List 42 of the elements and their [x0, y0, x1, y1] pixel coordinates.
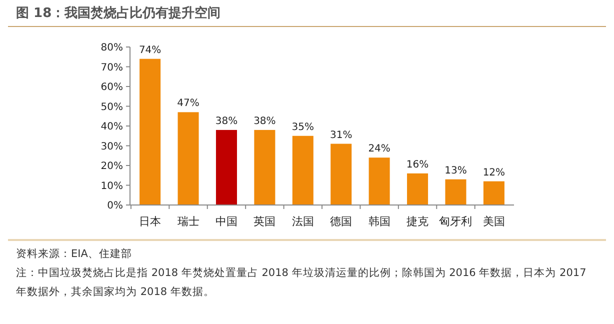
x-tick-label: 韩国	[368, 215, 390, 228]
bar	[292, 136, 314, 205]
data-label: 38%	[215, 116, 238, 127]
bar	[407, 173, 428, 205]
data-label: 74%	[138, 44, 162, 56]
y-tick-label: 20%	[100, 161, 123, 172]
x-tick-label: 法国	[292, 215, 314, 228]
bar	[178, 112, 199, 205]
data-label: 16%	[406, 159, 429, 170]
x-tick-label: 英国	[254, 215, 276, 228]
bar	[254, 130, 276, 205]
text: 资料来源：EIA、住建部	[16, 247, 133, 262]
x-tick-label: 瑞士	[177, 215, 200, 228]
data-label: 13%	[444, 165, 467, 176]
x-tick-label: 捷克	[406, 215, 429, 228]
chart-title: 图 18：我国焚烧占比仍有提升空间	[8, 0, 606, 27]
bar	[216, 130, 237, 205]
y-tick-label: 10%	[100, 180, 123, 192]
data-label: 24%	[368, 144, 390, 155]
bar	[368, 158, 390, 205]
y-tick-label: 0%	[107, 200, 123, 212]
bar	[445, 179, 466, 205]
x-tick-label: 德国	[330, 215, 352, 228]
x-tick-label: 美国	[482, 215, 505, 228]
data-label: 12%	[482, 167, 506, 178]
data-label: 31%	[330, 130, 352, 141]
x-tick-label: 中国	[215, 215, 238, 228]
data-label: 35%	[292, 122, 314, 133]
y-tick-label: 70%	[100, 62, 123, 74]
x-tick-label: 日本	[139, 215, 162, 228]
bar	[330, 144, 352, 205]
y-tick-label: 30%	[100, 141, 123, 152]
y-tick-label: 50%	[100, 102, 123, 113]
data-label: 38%	[254, 116, 276, 127]
y-tick-label: 80%	[100, 42, 123, 54]
bar	[483, 181, 504, 205]
bar	[140, 58, 161, 205]
x-tick-label: 匈牙利	[439, 215, 472, 228]
data-label: 47%	[177, 98, 200, 110]
y-tick-label: 40%	[100, 122, 123, 132]
text: 注：中国垃圾焚烧占比是指 2018 年焚烧处置量占 2018 年垃圾清运量的比例；除韩国为 2016 年数据，日本为 2017 年数据外，其余国家均为 2018 年数据。	[16, 266, 588, 300]
y-tick-label: 60%	[100, 82, 123, 93]
